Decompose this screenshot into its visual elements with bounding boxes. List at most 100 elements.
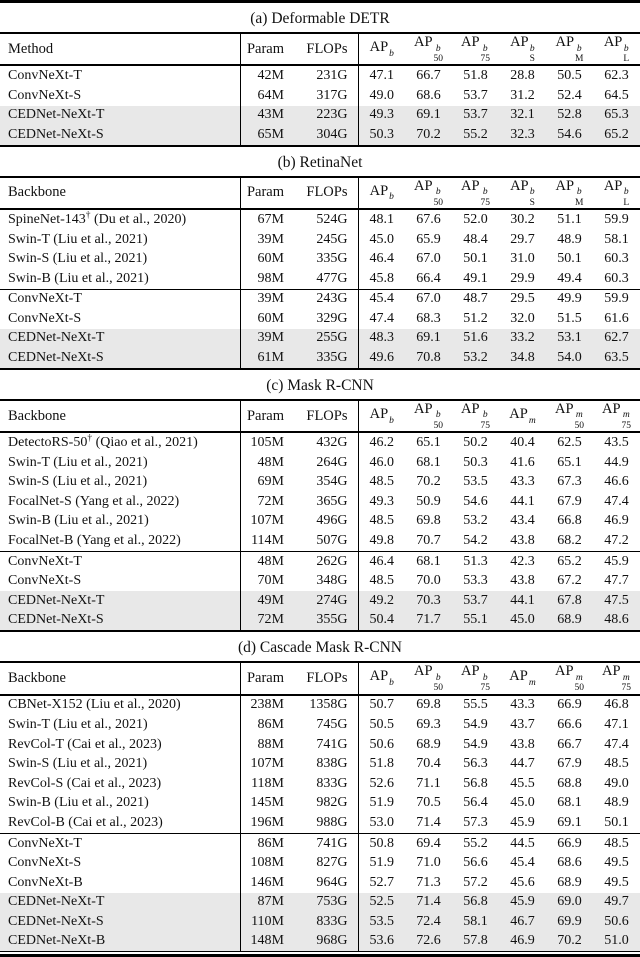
ap-value-cell: 31.2	[510, 87, 535, 103]
ap-value-cell: 68.8	[557, 775, 582, 791]
ap-value-cell: 56.3	[463, 756, 488, 772]
flops-cell: 496G	[316, 513, 348, 529]
ap-value-cell: 65.9	[416, 231, 441, 247]
flops-header: FLOPs	[292, 33, 358, 67]
method-cell: CEDNet-NeXt-T	[8, 107, 105, 123]
ap-value-cell: 53.1	[557, 330, 582, 346]
ap-value-cell: 68.1	[416, 454, 441, 470]
ap-value-cell: 62.3	[604, 68, 629, 84]
ap-value-cell: 69.8	[416, 513, 441, 529]
ap-value-cell: 31.0	[510, 251, 535, 267]
flops-cell: 968G	[316, 933, 348, 949]
ap-value-cell: 71.0	[416, 855, 441, 871]
table-row: Swin-S (Liu et al., 2021) 69M 354G 48.5 70.2…	[0, 472, 640, 493]
ap-col-header: AP b L	[593, 33, 640, 67]
ap-value-cell: 59.9	[604, 211, 629, 227]
ap-value-cell: 50.2	[463, 435, 488, 451]
ap-value-cell: 72.4	[416, 913, 441, 929]
ap-value-cell: 44.7	[510, 756, 535, 772]
flops-cell: 964G	[316, 874, 348, 890]
subtable-caption: (b) RetinaNet	[277, 153, 363, 171]
table-row: CEDNet-NeXt-T 39M 255G 48.3 69.1 51.6 33.2 53.1…	[0, 328, 640, 349]
ap-col-header: AP b 50	[405, 399, 452, 434]
method-cell: DetectoRS-50† (Qiao et al., 2021)	[8, 433, 198, 451]
table-body: ConvNeXt-T 42M 231G 47.1 66.7 51.8 28.8 50.5 62.…	[0, 65, 640, 145]
ap-value-cell: 53.7	[463, 592, 488, 608]
param-cell: 110M	[239, 912, 292, 932]
table-body: CBNet-X152 (Liu et al., 2020) 238M 1358G 50…	[0, 694, 640, 952]
ap-value-cell: 55.1	[463, 612, 488, 628]
ap-value-cell: 51.9	[357, 793, 405, 814]
ap-value-cell: 67.6	[416, 211, 441, 227]
table-row: ConvNeXt-T 42M 231G 47.1 66.7 51.8 28.8 50.5 62.…	[0, 65, 640, 86]
method-cell: Swin-B (Liu et al., 2021)	[8, 270, 149, 286]
ap-col-header: AP b	[357, 662, 405, 696]
ap-value-cell: 70.0	[416, 573, 441, 589]
ap-value-cell: 56.8	[463, 775, 488, 791]
ap-value-cell: 43.7	[510, 716, 535, 732]
param-cell: 43M	[239, 105, 292, 126]
param-header: Param	[239, 176, 292, 211]
flops-cell: 1358G	[309, 697, 348, 713]
ap-value-cell: 50.3	[357, 125, 405, 145]
param-cell: 61M	[239, 348, 292, 368]
ap-value-cell: 58.1	[604, 231, 629, 247]
ap-value-cell: 69.1	[416, 330, 441, 346]
ap-value-cell: 69.8	[416, 697, 441, 713]
ap-value-cell: 55.2	[463, 126, 488, 142]
flops-cell: 524G	[316, 211, 348, 227]
method-cell: ConvNeXt-B	[8, 874, 83, 890]
table-row: ConvNeXt-T 86M 741G 50.8 69.4 55.2 44.5 66.9 48.…	[0, 832, 640, 854]
method-cell: Swin-S (Liu et al., 2021)	[8, 251, 148, 267]
param-cell: 67M	[239, 209, 292, 230]
ap-value-cell: 53.5	[357, 912, 405, 932]
ap-value-cell: 66.9	[546, 832, 593, 854]
ap-value-cell: 50.1	[463, 251, 488, 267]
subtable: (c) Mask R-CNN Backbone Param FLOPs AP b A…	[0, 367, 640, 631]
ap-value-cell: 58.1	[463, 913, 488, 929]
ap-value-cell: 51.1	[557, 211, 582, 227]
flops-cell: 355G	[316, 612, 348, 628]
ap-value-cell: 50.4	[357, 610, 405, 631]
method-cell: Swin-B (Liu et al., 2021)	[8, 795, 149, 811]
ap-value-cell: 62.7	[604, 330, 629, 346]
ap-value-cell: 51.8	[357, 754, 405, 774]
ap-value-cell: 67.9	[557, 493, 582, 509]
flops-cell: 262G	[292, 550, 358, 572]
ap-col-header: AP b M	[546, 33, 593, 67]
ap-value-cell: 57.2	[463, 874, 488, 890]
table-row: ConvNeXt-T 39M 243G 45.4 67.0 48.7 29.5 49.9 59.…	[0, 288, 640, 310]
ap-value-cell: 46.4	[357, 550, 405, 572]
ap-value-cell: 49.4	[557, 270, 582, 286]
ap-value-cell: 48.3	[357, 328, 405, 349]
ap-value-cell: 67.0	[416, 251, 441, 267]
method-cell: CEDNet-NeXt-B	[8, 933, 106, 949]
flops-cell: 264G	[316, 454, 348, 470]
flops-cell: 231G	[316, 68, 348, 84]
ap-value-cell: 34.8	[510, 350, 535, 366]
ap-value-cell: 43.5	[604, 435, 629, 451]
method-cell: Swin-T (Liu et al., 2021)	[8, 231, 148, 247]
table-row: Swin-B (Liu et al., 2021) 145M 982G 51.9 70.…	[0, 793, 640, 814]
flops-cell: 745G	[316, 716, 348, 732]
flops-header: FLOPs	[292, 176, 358, 211]
method-cell: CEDNet-NeXt-T	[8, 894, 105, 910]
ap-value-cell: 50.7	[357, 694, 405, 716]
ap-value-cell: 47.2	[604, 533, 629, 549]
param-cell: 145M	[239, 793, 292, 814]
flops-cell: 335G	[316, 350, 348, 366]
ap-value-cell: 50.6	[604, 913, 629, 929]
subtable-table: Backbone Param FLOPs AP b AP b 50 AP b 75 AP m AP m…	[0, 398, 640, 631]
ap-value-cell: 46.7	[510, 913, 535, 929]
ap-value-cell: 50.1	[557, 251, 582, 267]
ap-value-cell: 45.0	[510, 612, 535, 628]
method-cell: ConvNeXt-T	[0, 288, 240, 310]
flops-cell: 741G	[316, 736, 348, 752]
method-cell: CBNet-X152 (Liu et al., 2020)	[8, 697, 181, 713]
flops-header: FLOPs	[292, 662, 358, 696]
first-col-header: Method	[0, 33, 240, 67]
ap-value-cell: 65.2	[604, 126, 629, 142]
ap-value-cell: 51.8	[463, 68, 488, 84]
param-cell: 49M	[239, 591, 292, 611]
table-row: ConvNeXt-T 48M 262G 46.4 68.1 51.3 42.3 65.2 45.…	[0, 550, 640, 572]
